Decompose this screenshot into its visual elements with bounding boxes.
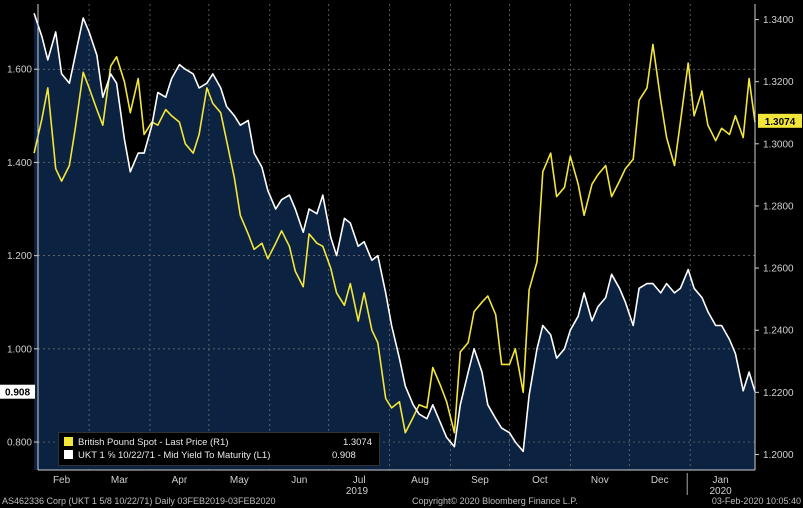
legend-value-ukt: 0.908 <box>332 450 356 461</box>
right-tick-label: 1.3400 <box>763 15 794 26</box>
footer-copyright: Copyright© 2020 Bloomberg Finance L.P. <box>412 496 578 506</box>
right-tick-label: 1.2600 <box>763 264 794 275</box>
x-tick-label: Aug <box>411 475 429 486</box>
x-tick-label: Dec <box>651 475 669 486</box>
left-tick-label: 1.600 <box>7 65 32 76</box>
last-value-text-gbp: 1.3074 <box>765 117 796 128</box>
right-tick-label: 1.2200 <box>763 388 794 399</box>
footer: AS462336 Corp (UKT 1 5/8 10/22/71) Daily… <box>0 496 803 508</box>
last-value-tag-ukt <box>0 384 35 399</box>
x-tick-label: Nov <box>591 475 609 486</box>
x-tick-label: Jan <box>713 475 729 486</box>
legend-swatch-gbp <box>64 437 73 446</box>
x-tick-label: Oct <box>532 475 548 486</box>
year-label-2020: 2020 <box>709 486 732 497</box>
x-tick-label: Mar <box>111 475 129 486</box>
left-tick-label: 1.000 <box>7 344 32 355</box>
legend-swatch-ukt <box>64 450 73 459</box>
legend-value-gbp: 1.3074 <box>342 437 372 448</box>
legend-label-ukt: UKT 1 ⅝ 10/22/71 - Mid Yield To Maturity… <box>78 450 271 461</box>
right-tick-label: 1.2000 <box>763 450 794 461</box>
legend: British Pound Spot - Last Price (R1) 1.3… <box>58 432 380 466</box>
x-tick-label: Apr <box>172 475 188 486</box>
right-tick-label: 1.3200 <box>763 77 794 88</box>
x-tick-label: Feb <box>53 475 71 486</box>
legend-item-gbp: British Pound Spot - Last Price (R1) 1.3… <box>64 436 374 449</box>
year-label-2019: 2019 <box>346 486 369 497</box>
x-tick-label: Jun <box>291 475 307 486</box>
series-line-gbp <box>33 43 756 434</box>
area-fill-ukt <box>34 13 756 471</box>
series-line-ukt <box>33 13 756 453</box>
x-tick-label: May <box>230 475 249 486</box>
footer-timestamp: 03-Feb-2020 10:05:40 <box>711 496 801 506</box>
last-value-tag-gbp <box>758 113 802 128</box>
left-tick-label: 0.800 <box>7 438 32 449</box>
x-tick-label: Jul <box>353 475 366 486</box>
right-tick-label: 1.2400 <box>763 326 794 337</box>
right-tick-label: 1.2800 <box>763 201 794 212</box>
legend-item-ukt: UKT 1 ⅝ 10/22/71 - Mid Yield To Maturity… <box>64 449 374 462</box>
x-tick-label: Sep <box>471 475 489 486</box>
left-tick-label: 1.200 <box>7 251 32 262</box>
last-value-text-ukt: 0.908 <box>5 388 30 399</box>
legend-label-gbp: British Pound Spot - Last Price (R1) <box>78 437 229 448</box>
footer-security-info: AS462336 Corp (UKT 1 5/8 10/22/71) Daily… <box>2 496 276 506</box>
right-tick-label: 1.3000 <box>763 139 794 150</box>
left-tick-label: 1.400 <box>7 158 32 169</box>
